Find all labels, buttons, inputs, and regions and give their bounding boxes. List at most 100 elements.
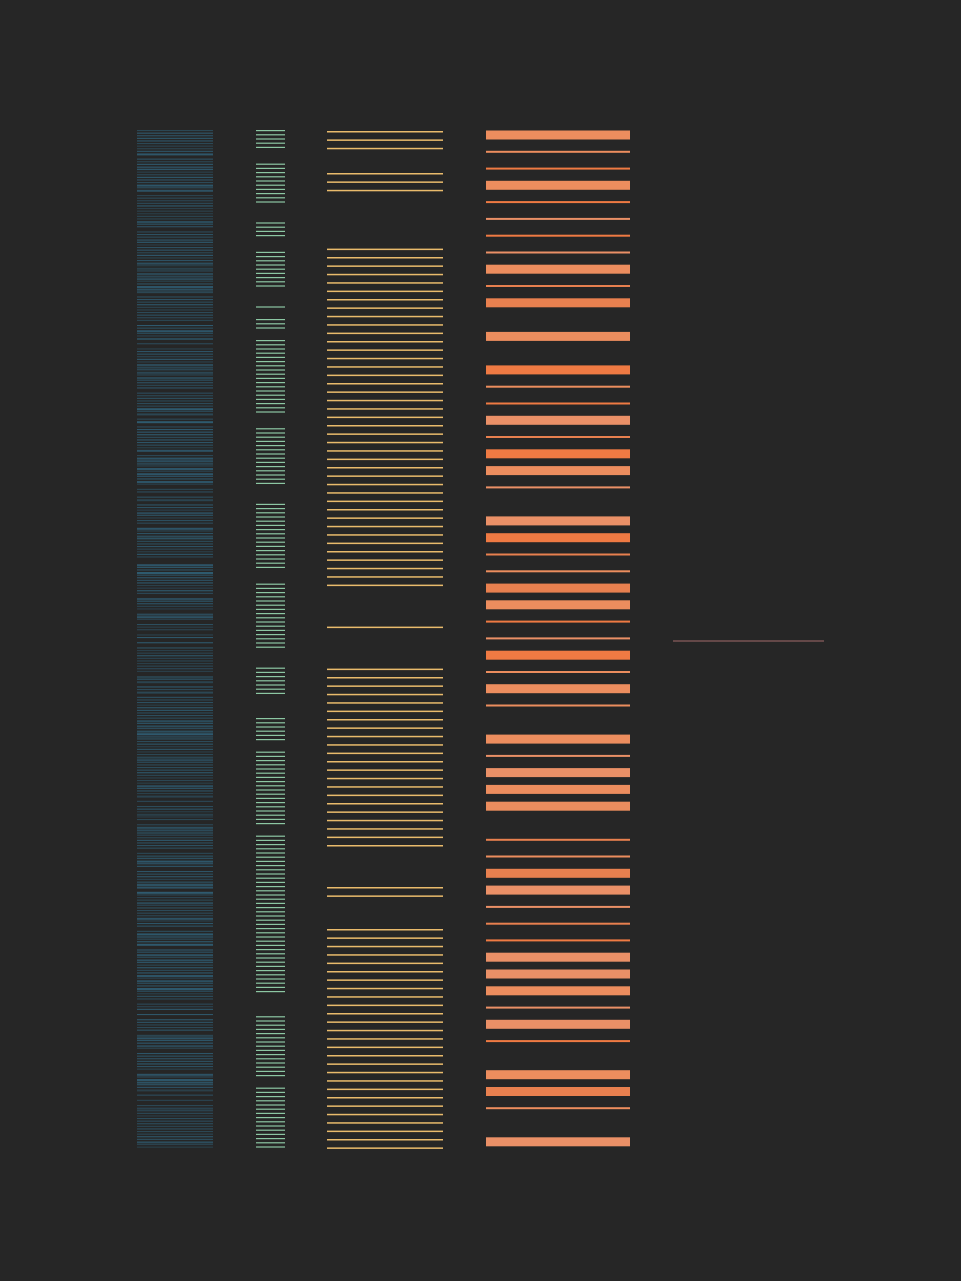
stripe-green <box>256 839 285 841</box>
stripe-blue <box>137 564 213 567</box>
stripe-green <box>256 772 285 774</box>
stripe-green <box>256 554 285 556</box>
stripe-blue <box>137 327 213 329</box>
stripe-yellow <box>327 668 443 671</box>
stripe-green <box>256 130 285 132</box>
stripe-blue <box>137 468 213 470</box>
stripe-green <box>256 503 285 505</box>
stripe-blue <box>137 361 213 363</box>
stripe-green <box>256 1016 285 1018</box>
stripe-blue <box>137 938 213 940</box>
stripe-blue <box>137 634 213 636</box>
stripe-blue <box>137 444 213 446</box>
stripe-blue <box>137 904 213 906</box>
stripe-blue <box>137 605 213 607</box>
stripe-blue <box>137 260 213 262</box>
stripe-blue <box>137 366 213 369</box>
stripe-yellow <box>327 1105 443 1107</box>
stripe-blue <box>137 1107 213 1110</box>
stripe-blue <box>137 608 213 610</box>
stripe-blue <box>137 884 213 886</box>
stripe-blue <box>137 403 213 405</box>
stripe-yellow <box>327 525 443 528</box>
bar-orange-thin <box>486 201 630 204</box>
stripe-green <box>256 625 285 627</box>
stripe-blue <box>137 930 213 932</box>
stripe-green <box>256 726 285 728</box>
stripe-green <box>256 1100 285 1102</box>
stripe-green <box>256 1045 285 1047</box>
stripe-green <box>256 457 285 459</box>
stripe-blue <box>137 712 213 714</box>
stripe-blue <box>137 1076 213 1078</box>
stripe-green <box>256 319 285 321</box>
stripe-green <box>256 562 285 564</box>
stripe-green <box>256 608 285 610</box>
bar-orange-thin <box>486 855 630 858</box>
stripe-blue <box>137 1133 213 1135</box>
bar-orange-thick <box>486 1137 630 1147</box>
stripe-green <box>256 268 285 270</box>
stripe-green <box>256 915 285 917</box>
stripe-blue <box>137 696 213 698</box>
stripe-blue <box>137 897 213 899</box>
stripe-yellow <box>327 1063 443 1065</box>
stripe-blue <box>137 647 213 649</box>
stripe-green <box>256 1125 285 1127</box>
stripe-green <box>256 961 285 963</box>
stripe-yellow <box>327 584 443 587</box>
stripe-blue <box>137 689 213 691</box>
stripe-yellow <box>327 828 443 830</box>
stripe-blue <box>137 917 213 920</box>
stripe-blue <box>137 800 213 802</box>
stripe-blue <box>137 569 213 571</box>
stripe-blue <box>137 140 213 142</box>
stripe-green <box>256 1108 285 1110</box>
stripe-green <box>256 251 285 253</box>
stripe-green <box>256 230 285 232</box>
stripe-blue <box>137 603 213 605</box>
stripe-yellow <box>327 425 443 427</box>
stripe-blue <box>137 873 213 875</box>
stripe-green <box>256 1138 285 1140</box>
stripe-yellow <box>327 181 443 183</box>
stripe-green <box>256 327 285 329</box>
stripe-green <box>256 684 285 686</box>
stripe-blue <box>137 145 213 147</box>
stripe-green <box>256 478 285 480</box>
stripe-blue <box>137 899 213 901</box>
stripe-blue <box>137 387 213 389</box>
stripe-blue <box>137 473 213 476</box>
stripe-yellow <box>327 626 443 629</box>
stripe-green <box>256 823 285 825</box>
stripe-green <box>256 919 285 921</box>
stripe-blue <box>137 249 213 251</box>
stripe-yellow <box>327 693 443 696</box>
stripe-green <box>256 260 285 262</box>
stripe-green <box>256 587 285 589</box>
stripe-yellow <box>327 257 443 259</box>
stripe-blue <box>137 936 213 938</box>
stripe-blue <box>137 795 213 798</box>
stripe-blue <box>137 1094 213 1096</box>
stripe-green <box>256 470 285 472</box>
bar-orange-thick <box>486 768 630 778</box>
stripe-green <box>256 852 285 854</box>
bar-orange-thick <box>486 650 630 660</box>
stripe-blue <box>137 1024 213 1026</box>
stripe-blue <box>137 709 213 711</box>
stripe-blue <box>137 642 213 644</box>
stripe-green <box>256 667 285 669</box>
stripe-blue <box>137 520 213 522</box>
bar-orange-thin <box>486 754 630 757</box>
stripe-blue <box>137 325 213 327</box>
stripe-green <box>256 1075 285 1077</box>
stripe-yellow <box>327 845 443 847</box>
stripe-green <box>256 676 285 678</box>
stripe-blue <box>137 933 213 936</box>
stripe-green <box>256 453 285 455</box>
stripe-blue <box>137 956 213 958</box>
stripe-green <box>256 671 285 673</box>
stripe-green <box>256 1062 285 1064</box>
stripe-green <box>256 978 285 980</box>
